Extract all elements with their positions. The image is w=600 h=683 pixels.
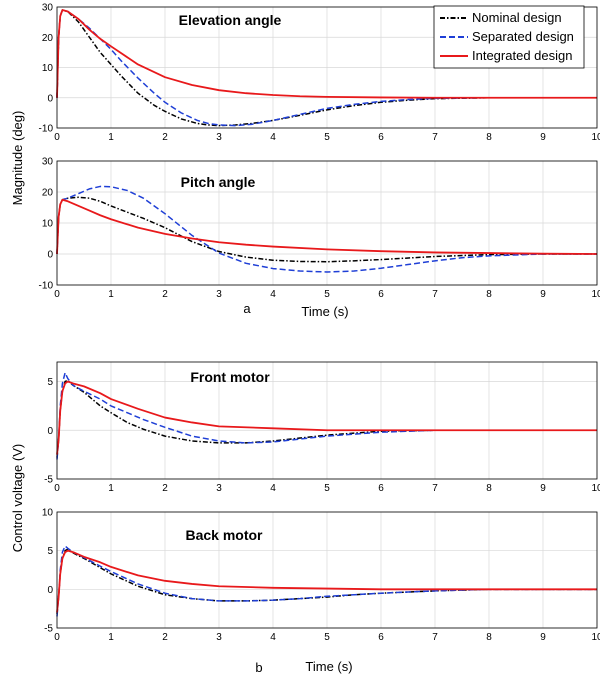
front-motor-x-tick-label: 7	[432, 483, 438, 494]
pitch-angle-y-tick-label: 10	[42, 219, 54, 230]
back-motor-y-tick-label: 10	[42, 508, 54, 519]
back-motor-x-tick-label: 0	[54, 632, 60, 643]
back-motor-x-tick-label: 3	[216, 632, 222, 643]
back-motor-axes-frame	[56, 511, 598, 629]
figure-b-ylabel: Control voltage (V)	[10, 444, 25, 552]
pitch-angle-y-tick-label: -10	[39, 281, 54, 292]
elevation-angle-x-tick-label: 8	[486, 132, 492, 143]
front-motor-series-integrated	[56, 380, 597, 455]
front-motor-y-tick-label: 0	[47, 426, 53, 437]
elevation-angle-y-tick-label: 0	[47, 93, 53, 104]
elevation-angle-x-tick-label: 2	[162, 132, 168, 143]
back-motor-x-tick-label: 5	[324, 632, 330, 643]
front-motor-x-tick-label: 0	[54, 483, 60, 494]
back-motor-y-tick-label: 5	[47, 546, 53, 557]
front-motor-x-tick-label: 6	[378, 483, 384, 494]
elevation-angle-series-integrated	[56, 9, 597, 99]
back-motor-x-tick-label: 6	[378, 632, 384, 643]
figure-b-label: b	[255, 660, 262, 675]
back-motor-x-tick-label: 10	[591, 632, 600, 643]
pitch-angle-x-tick-label: 10	[591, 289, 600, 300]
pitch-angle-axes-frame	[56, 160, 598, 286]
back-motor-xlabel: Time (s)	[305, 659, 352, 674]
front-motor-axes-frame	[56, 361, 598, 480]
back-motor-series-separated	[56, 545, 597, 617]
pitch-angle-x-tick-label: 7	[432, 289, 438, 300]
elevation-angle-x-tick-label: 3	[216, 132, 222, 143]
pitch-angle-x-tick-label: 4	[270, 289, 276, 300]
back-motor-y-tick-label: 0	[47, 585, 53, 596]
elevation-angle-axes-frame	[56, 6, 598, 129]
elevation-angle-x-tick-label: 6	[378, 132, 384, 143]
pitch-angle-xlabel: Time (s)	[301, 304, 348, 319]
figure-a-ylabel: Magnitude (deg)	[10, 111, 25, 206]
front-motor-x-tick-label: 5	[324, 483, 330, 494]
front-motor-y-tick-label: 5	[47, 377, 53, 388]
back-motor-x-tick-label: 1	[108, 632, 114, 643]
front-motor-x-tick-label: 1	[108, 483, 114, 494]
front-motor-series-nominal	[56, 379, 597, 458]
elevation-angle-title: Elevation angle	[179, 12, 282, 28]
elevation-angle-x-tick-label: 10	[591, 132, 600, 143]
pitch-angle-x-tick-label: 1	[108, 289, 114, 300]
elevation-angle-y-tick-label: 20	[42, 33, 54, 44]
back-motor-x-tick-label: 7	[432, 632, 438, 643]
elevation-angle-x-tick-label: 9	[540, 132, 546, 143]
pitch-angle-x-tick-label: 2	[162, 289, 168, 300]
elevation-angle-x-tick-label: 0	[54, 132, 60, 143]
front-motor-x-tick-label: 3	[216, 483, 222, 494]
front-motor-y-tick-label: -5	[44, 475, 53, 486]
figure-a-label: a	[243, 301, 251, 316]
back-motor-x-tick-label: 8	[486, 632, 492, 643]
pitch-angle-series-integrated	[56, 198, 598, 255]
elevation-angle-y-tick-label: 10	[42, 63, 54, 74]
pitch-angle-y-tick-label: 30	[42, 157, 54, 168]
pitch-angle-x-tick-label: 6	[378, 289, 384, 300]
elevation-angle-y-tick-label: 30	[42, 3, 54, 14]
pitch-angle-title: Pitch angle	[181, 174, 256, 190]
pitch-angle-x-tick-label: 8	[486, 289, 492, 300]
pitch-angle-x-tick-label: 9	[540, 289, 546, 300]
front-motor-x-tick-label: 4	[270, 483, 276, 494]
elevation-angle-x-tick-label: 4	[270, 132, 276, 143]
back-motor-title: Back motor	[185, 527, 263, 543]
elevation-angle-x-tick-label: 7	[432, 132, 438, 143]
front-motor-title: Front motor	[190, 369, 270, 385]
back-motor-y-tick-label: -5	[44, 624, 53, 635]
elevation-angle-y-tick-label: -10	[39, 124, 54, 135]
elevation-angle-x-tick-label: 1	[108, 132, 114, 143]
pitch-angle-x-tick-label: 5	[324, 289, 330, 300]
back-motor-x-tick-label: 9	[540, 632, 546, 643]
back-motor-series-integrated	[56, 549, 597, 613]
front-motor-series-separated	[56, 371, 597, 460]
front-motor-x-tick-label: 9	[540, 483, 546, 494]
legend-label-separated: Separated design	[472, 29, 574, 44]
elevation-angle-x-tick-label: 5	[324, 132, 330, 143]
pitch-angle-x-tick-label: 0	[54, 289, 60, 300]
back-motor-x-tick-label: 2	[162, 632, 168, 643]
front-motor-x-tick-label: 10	[591, 483, 600, 494]
pitch-angle-x-tick-label: 3	[216, 289, 222, 300]
pitch-angle-y-tick-label: 0	[47, 250, 53, 261]
pitch-angle-series-separated	[56, 185, 597, 273]
legend-label-integrated: Integrated design	[472, 48, 572, 63]
legend: Nominal design Separated design Integrat…	[433, 5, 585, 69]
back-motor-x-tick-label: 4	[270, 632, 276, 643]
front-motor-x-tick-label: 2	[162, 483, 168, 494]
front-motor-x-tick-label: 8	[486, 483, 492, 494]
legend-label-nominal: Nominal design	[472, 10, 562, 25]
pitch-angle-y-tick-label: 20	[42, 188, 54, 199]
front-motor-panel: 0 1 2 3 4 5 6 7 8 9 10-505 Front motor	[44, 361, 600, 494]
elevation-angle-series-nominal	[56, 9, 597, 127]
